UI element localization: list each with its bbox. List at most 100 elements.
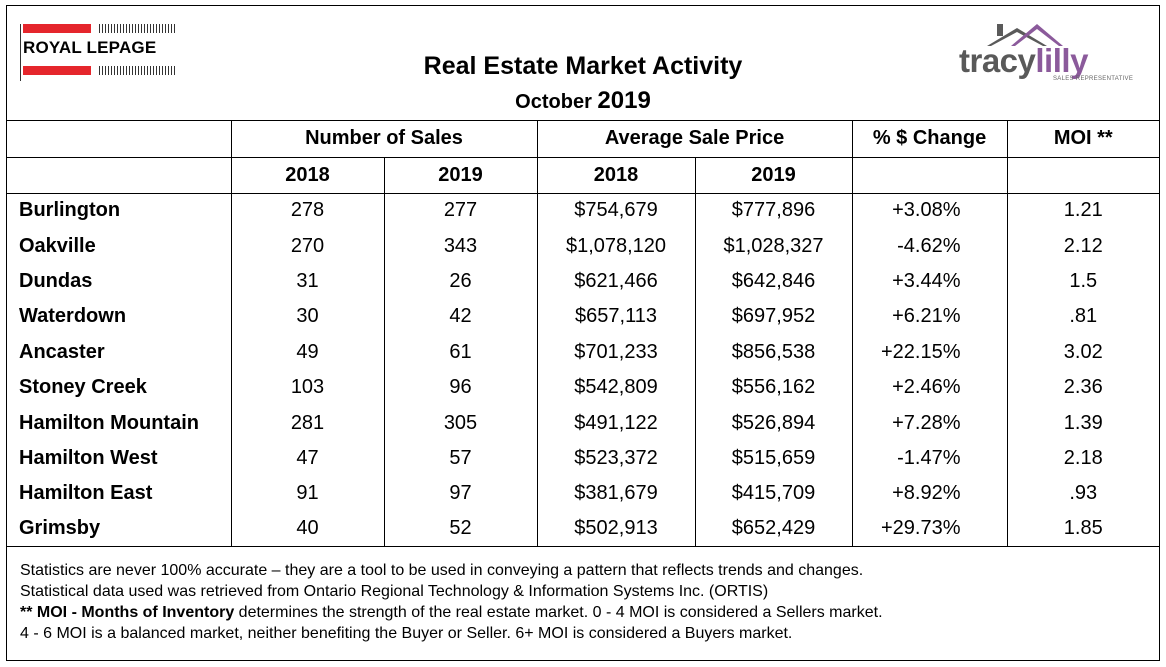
moi-cell: .93 xyxy=(1006,476,1160,512)
price-2018-cell: $381,679 xyxy=(536,476,696,512)
tracylilly-tagline: SALES REPRESENTATIVE xyxy=(1053,76,1134,82)
sales-2018-cell: 103 xyxy=(230,369,384,406)
change-cell: -4.62% xyxy=(851,228,1008,264)
sales-2019-cell: 61 xyxy=(383,334,538,370)
price-2018-cell: $542,809 xyxy=(536,369,696,406)
moi-cell: .81 xyxy=(1006,299,1160,335)
table-row: Stoney Creek 103 96 $542,809 $556,162 +2.46% 2… xyxy=(7,369,1160,406)
royal-lepage-logo: ROYAL LEPAGE xyxy=(19,18,184,81)
table-group-header-row: Number of Sales Average Sale Price % $ C… xyxy=(7,121,1160,158)
area-cell: Stoney Creek xyxy=(19,376,147,399)
price-2018-cell: $621,466 xyxy=(536,263,696,300)
note-moi-definition: ** MOI - Months of Inventory determines … xyxy=(20,604,883,621)
price-2018-cell: $754,679 xyxy=(536,193,696,229)
price-2019-cell: $556,162 xyxy=(694,369,853,406)
report-month: October xyxy=(515,91,592,113)
change-cell: +3.44% xyxy=(851,263,1008,300)
report-period: October 2019 xyxy=(7,87,1159,115)
price-2018-cell: $491,122 xyxy=(536,405,696,441)
moi-cell: 1.85 xyxy=(1006,511,1160,548)
area-cell: Burlington xyxy=(19,199,121,222)
price-2019-cell: $526,894 xyxy=(694,405,853,441)
price-2018-cell: $523,372 xyxy=(536,440,696,477)
change-cell: -1.47% xyxy=(851,440,1008,477)
moi-cell: 3.02 xyxy=(1006,334,1160,370)
price-2018-cell: $1,078,120 xyxy=(536,228,696,264)
table-row: Dundas 31 26 $621,466 $642,846 +3.44% 1.5 xyxy=(7,263,1160,300)
table-row: Burlington 278 277 $754,679 $777,896 +3.08% 1.… xyxy=(7,193,1160,229)
area-cell: Hamilton East xyxy=(19,482,153,505)
price-2019-cell: $652,429 xyxy=(694,511,853,548)
table-row: Hamilton Mountain 281 305 $491,122 $526,894 +… xyxy=(7,405,1160,441)
area-cell: Hamilton West xyxy=(19,446,158,469)
change-cell: +8.92% xyxy=(851,476,1008,512)
moi-cell: 2.18 xyxy=(1006,440,1160,477)
report-header: ROYAL LEPAGE Real Estate Market Activity… xyxy=(7,6,1159,121)
royal-lepage-wordmark: ROYAL LEPAGE xyxy=(23,38,157,57)
table-year-header-row: 2018 2019 2018 2019 xyxy=(7,157,1160,194)
area-cell: Dundas xyxy=(19,269,93,292)
report-frame: ROYAL LEPAGE Real Estate Market Activity… xyxy=(6,5,1160,661)
average-sale-price-header: Average Sale Price xyxy=(536,121,853,158)
price-2018-cell: $502,913 xyxy=(536,511,696,548)
moi-cell: 1.21 xyxy=(1006,193,1160,229)
house-roof-icon xyxy=(987,24,1063,46)
sales-2019-cell: 343 xyxy=(383,228,538,264)
price-2019-header: 2019 xyxy=(694,157,853,194)
sales-2019-cell: 97 xyxy=(383,476,538,512)
price-2019-cell: $1,028,327 xyxy=(694,228,853,264)
price-2019-cell: $642,846 xyxy=(694,263,853,300)
area-header-blank xyxy=(7,121,231,158)
area-cell: Waterdown xyxy=(19,305,127,328)
change-cell: +3.08% xyxy=(851,193,1008,229)
price-2019-cell: $697,952 xyxy=(694,299,853,335)
report-year: 2019 xyxy=(597,87,651,114)
area-cell: Grimsby xyxy=(7,511,231,548)
table-row: Oakville 270 343 $1,078,120 $1,028,327 -4.62%… xyxy=(7,228,1160,264)
sales-2018-cell: 40 xyxy=(230,511,384,548)
moi-cell: 2.36 xyxy=(1006,369,1160,406)
sales-2019-cell: 42 xyxy=(383,299,538,335)
sales-2018-cell: 49 xyxy=(230,334,384,370)
sales-2018-cell: 278 xyxy=(230,193,384,229)
moi-header: MOI ** xyxy=(1006,121,1160,158)
sales-2019-cell: 52 xyxy=(383,511,538,548)
area-cell: Hamilton Mountain xyxy=(19,411,199,434)
area-cell: Ancaster xyxy=(19,340,105,363)
sales-2018-cell: 30 xyxy=(230,299,384,335)
sales-2019-cell: 277 xyxy=(383,193,538,229)
price-2019-cell: $856,538 xyxy=(694,334,853,370)
report-title: Real Estate Market Activity xyxy=(423,52,743,80)
moi-cell: 2.12 xyxy=(1006,228,1160,264)
table-row: Grimsby 40 52 $502,913 $652,429 +29.73% 1.85 xyxy=(7,511,1160,548)
sales-2018-cell: 47 xyxy=(230,440,384,477)
sales-2018-cell: 281 xyxy=(230,405,384,441)
number-of-sales-header: Number of Sales xyxy=(230,121,538,158)
note-moi-scale: 4 - 6 MOI is a balanced market, neither … xyxy=(20,625,793,642)
table-row: Hamilton West 47 57 $523,372 $515,659 -1.47% 2… xyxy=(7,440,1160,477)
note-source: Statistical data used was retrieved from… xyxy=(20,583,769,600)
sales-2018-cell: 91 xyxy=(230,476,384,512)
table-row: Hamilton East 91 97 $381,679 $415,709 +8.92%.… xyxy=(7,476,1160,512)
sales-2018-cell: 270 xyxy=(230,228,384,264)
sales-2019-cell: 26 xyxy=(383,263,538,300)
change-cell: +22.15% xyxy=(851,334,1008,370)
sales-2019-cell: 57 xyxy=(383,440,538,477)
price-2018-cell: $701,233 xyxy=(536,334,696,370)
sales-2019-cell: 96 xyxy=(383,369,538,406)
price-2019-cell: $415,709 xyxy=(694,476,853,512)
market-activity-table: Number of Sales Average Sale Price % $ C… xyxy=(7,121,1160,548)
moi-cell: 1.39 xyxy=(1006,405,1160,441)
sales-2019-header: 2019 xyxy=(383,157,538,194)
moi-cell: 1.5 xyxy=(1006,263,1160,300)
tracylilly-logo: tracylilly SALES REPRESENTATIVE xyxy=(947,20,1147,82)
sales-2018-cell: 31 xyxy=(230,263,384,300)
change-cell: +29.73% xyxy=(851,511,1008,548)
price-2019-cell: $515,659 xyxy=(694,440,853,477)
change-cell: +7.28% xyxy=(851,405,1008,441)
footnotes: Statistics are never 100% accurate – the… xyxy=(20,560,1150,644)
price-2018-header: 2018 xyxy=(536,157,696,194)
change-cell: +6.21% xyxy=(851,299,1008,335)
price-2018-cell: $657,113 xyxy=(536,299,696,335)
sales-2019-cell: 305 xyxy=(383,405,538,441)
